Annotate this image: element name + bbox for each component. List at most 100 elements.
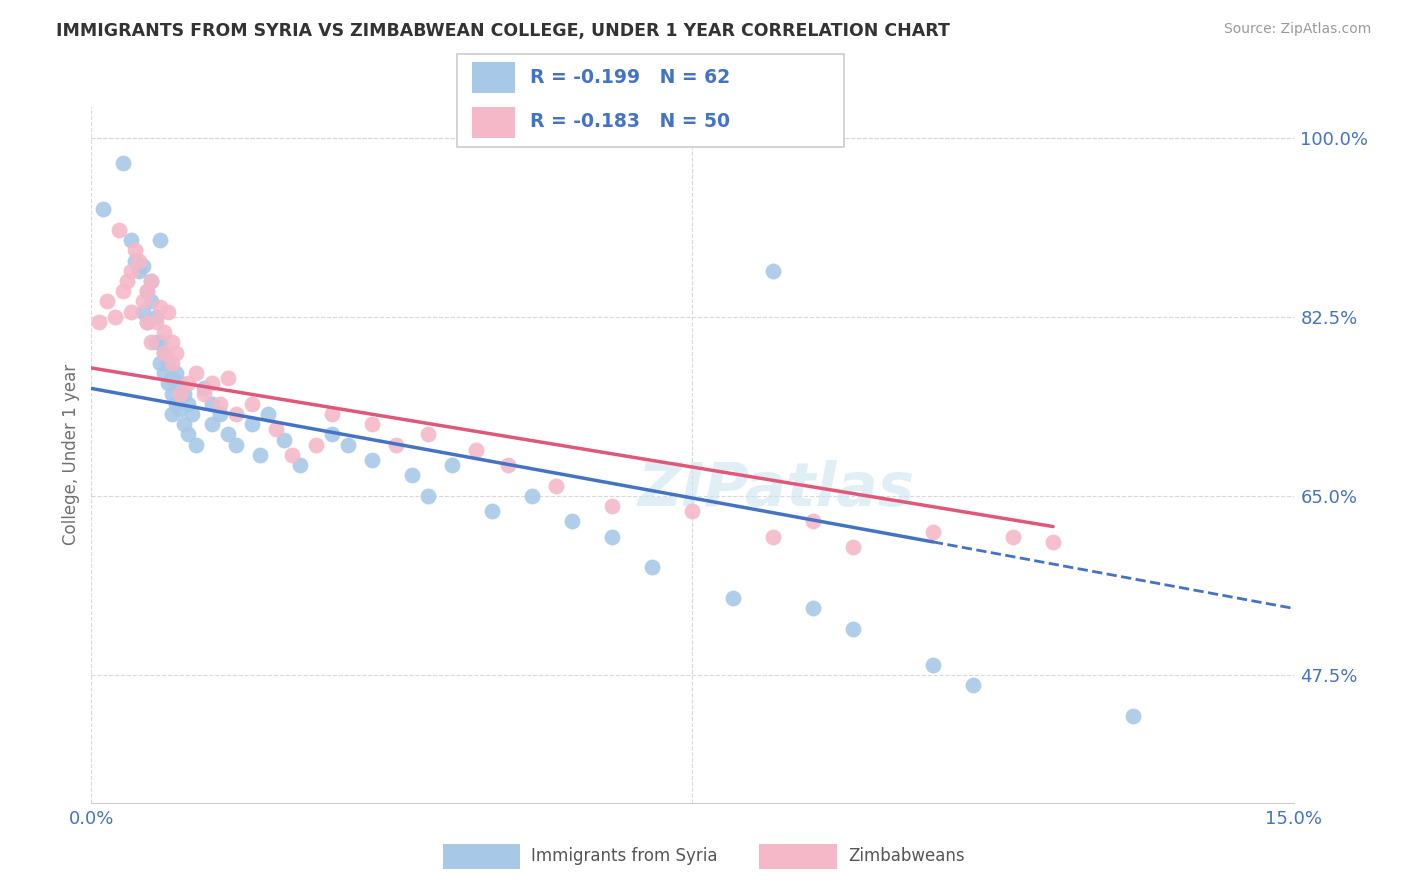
Point [1122, 708, 1144, 723]
Point [762, 264, 785, 278]
Point [561, 515, 583, 529]
Point [721, 591, 744, 606]
Point [360, 417, 382, 432]
Point [136, 315, 159, 329]
Point [184, 438, 207, 452]
Point [256, 407, 278, 421]
Point [152, 325, 174, 339]
Point [173, 386, 195, 401]
Point [385, 438, 408, 452]
Point [193, 381, 215, 395]
Point [148, 300, 170, 314]
Point [496, 458, 519, 472]
Point [156, 304, 179, 318]
Point [121, 304, 143, 318]
Point [136, 284, 159, 298]
Point [145, 315, 167, 329]
Point [165, 345, 187, 359]
Text: Zimbabweans: Zimbabweans [848, 847, 965, 865]
Point [1001, 530, 1024, 544]
Point [441, 458, 464, 472]
Point [148, 356, 170, 370]
Point [148, 233, 170, 247]
Point [264, 422, 287, 436]
Point [240, 397, 263, 411]
Point [124, 244, 146, 258]
Point [193, 386, 215, 401]
Point [156, 376, 179, 391]
Point [160, 335, 183, 350]
Point [201, 376, 224, 391]
Point [117, 274, 139, 288]
FancyBboxPatch shape [457, 54, 844, 147]
Point [465, 442, 488, 457]
Point [124, 253, 146, 268]
Point [801, 601, 824, 615]
Point [160, 356, 183, 370]
Point [160, 386, 183, 401]
Point [546, 478, 568, 492]
Point [169, 376, 191, 391]
Point [681, 504, 703, 518]
Point [145, 335, 167, 350]
Point [481, 504, 503, 518]
Point [152, 345, 174, 359]
Text: ZIPatlas: ZIPatlas [638, 460, 915, 519]
Point [141, 294, 163, 309]
Point [112, 156, 135, 170]
Point [962, 678, 984, 692]
Point [156, 356, 179, 370]
Text: IMMIGRANTS FROM SYRIA VS ZIMBABWEAN COLLEGE, UNDER 1 YEAR CORRELATION CHART: IMMIGRANTS FROM SYRIA VS ZIMBABWEAN COLL… [56, 22, 950, 40]
Point [225, 407, 247, 421]
Point [132, 294, 155, 309]
Point [132, 259, 155, 273]
Point [165, 366, 187, 380]
Point [141, 274, 163, 288]
Point [240, 417, 263, 432]
Point [136, 284, 159, 298]
Point [148, 335, 170, 350]
Point [922, 657, 945, 672]
Point [281, 448, 304, 462]
Point [208, 407, 231, 421]
Point [141, 274, 163, 288]
Point [128, 253, 150, 268]
Point [520, 489, 543, 503]
Point [180, 407, 202, 421]
Point [641, 560, 664, 574]
Point [169, 401, 191, 416]
Point [321, 427, 343, 442]
Point [104, 310, 127, 324]
Point [336, 438, 359, 452]
Point [416, 489, 439, 503]
Point [145, 310, 167, 324]
Point [173, 417, 195, 432]
Y-axis label: College, Under 1 year: College, Under 1 year [62, 364, 80, 546]
FancyBboxPatch shape [759, 844, 837, 869]
Point [184, 366, 207, 380]
Point [112, 284, 135, 298]
Point [132, 304, 155, 318]
Point [169, 386, 191, 401]
FancyBboxPatch shape [443, 844, 520, 869]
Point [176, 427, 198, 442]
Point [201, 417, 224, 432]
Point [801, 515, 824, 529]
Point [217, 371, 239, 385]
Point [273, 433, 295, 447]
Point [89, 315, 111, 329]
Point [201, 397, 224, 411]
Point [225, 438, 247, 452]
Text: R = -0.183   N = 50: R = -0.183 N = 50 [530, 112, 730, 131]
Point [121, 264, 143, 278]
Point [217, 427, 239, 442]
Point [762, 530, 785, 544]
Point [602, 499, 624, 513]
Point [176, 397, 198, 411]
Text: R = -0.199   N = 62: R = -0.199 N = 62 [530, 68, 731, 87]
Point [360, 453, 382, 467]
Point [1042, 534, 1064, 549]
Point [152, 345, 174, 359]
Point [305, 438, 328, 452]
Point [602, 530, 624, 544]
